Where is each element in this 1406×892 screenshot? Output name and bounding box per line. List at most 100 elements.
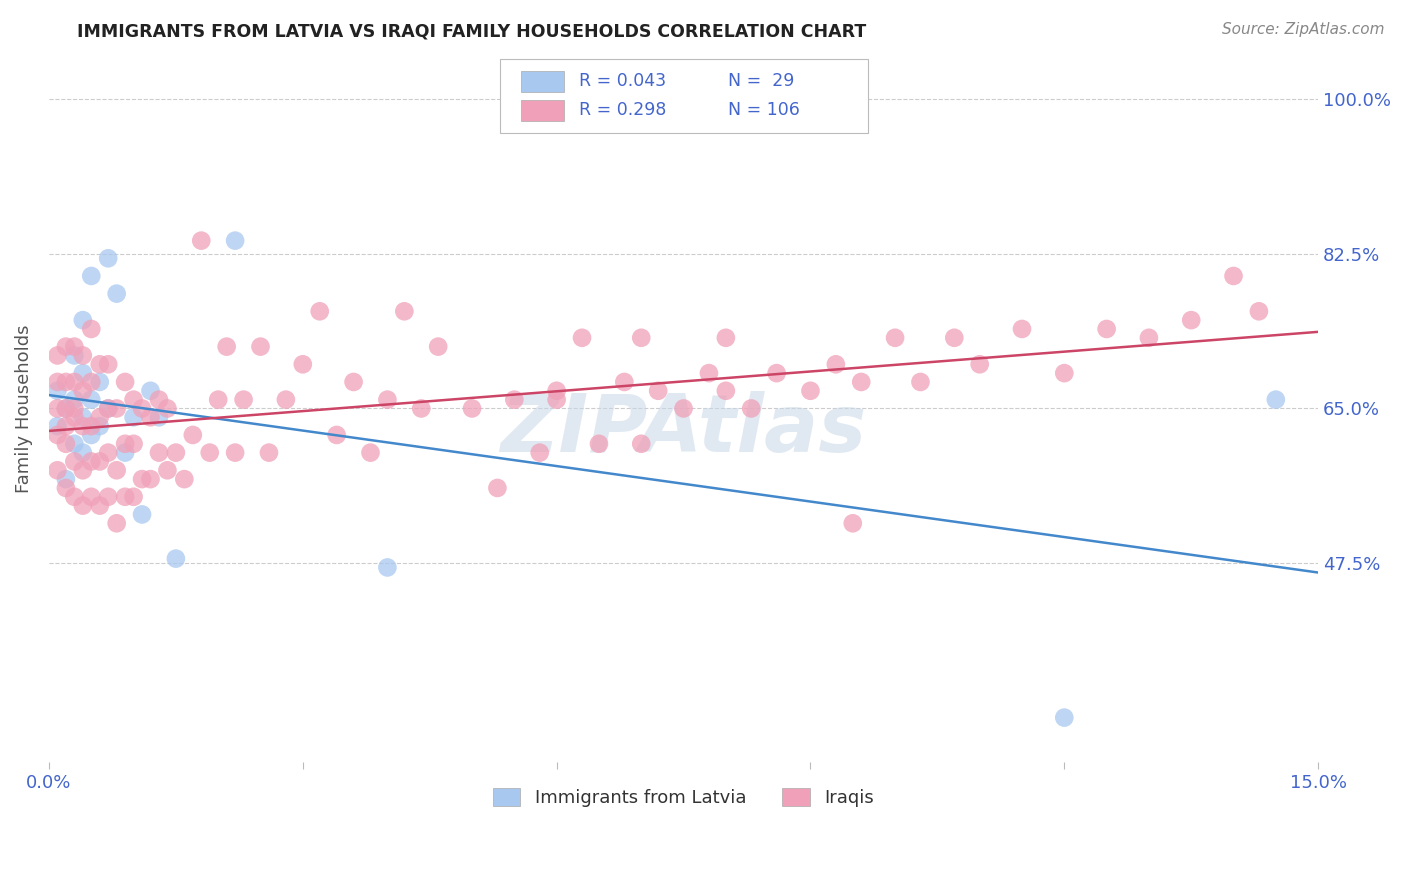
Point: [72, 348, 94, 362]
Point: [55, 401, 77, 416]
Point: [1011, 322, 1033, 336]
Point: [97, 490, 120, 504]
Point: [63, 392, 86, 407]
Point: [232, 392, 254, 407]
Point: [377, 560, 399, 574]
Point: [486, 481, 509, 495]
Point: [165, 551, 187, 566]
Point: [105, 401, 128, 416]
Point: [46, 375, 69, 389]
Point: [394, 304, 416, 318]
Point: [114, 490, 136, 504]
Point: [122, 437, 145, 451]
Point: [46, 428, 69, 442]
Point: [122, 410, 145, 425]
Point: [461, 401, 484, 416]
Point: [89, 357, 111, 371]
Point: [181, 428, 204, 442]
Point: [740, 401, 762, 416]
Point: [630, 331, 652, 345]
Point: [851, 375, 873, 389]
Point: [72, 410, 94, 425]
Point: [1137, 331, 1160, 345]
Point: [72, 463, 94, 477]
Point: [63, 340, 86, 354]
Point: [131, 472, 153, 486]
Point: [105, 463, 128, 477]
Point: [80, 322, 103, 336]
Point: [148, 410, 170, 425]
Point: [1053, 366, 1076, 380]
Point: [80, 428, 103, 442]
Point: [46, 401, 69, 416]
FancyBboxPatch shape: [499, 59, 868, 133]
Point: [714, 331, 737, 345]
Point: [1247, 304, 1270, 318]
Point: [131, 401, 153, 416]
Point: [697, 366, 720, 380]
Legend: Immigrants from Latvia, Iraqis: Immigrants from Latvia, Iraqis: [484, 779, 883, 816]
Text: R = 0.043: R = 0.043: [579, 72, 666, 90]
Point: [114, 375, 136, 389]
Point: [63, 348, 86, 362]
Point: [97, 252, 120, 266]
Text: N =  29: N = 29: [728, 72, 794, 90]
Text: Source: ZipAtlas.com: Source: ZipAtlas.com: [1222, 22, 1385, 37]
Point: [411, 401, 433, 416]
Point: [105, 286, 128, 301]
Point: [89, 419, 111, 434]
Point: [63, 437, 86, 451]
Point: [122, 490, 145, 504]
Point: [207, 392, 229, 407]
Point: [72, 445, 94, 459]
Point: [884, 331, 907, 345]
Point: [173, 472, 195, 486]
Point: [377, 392, 399, 407]
Point: [224, 445, 246, 459]
Point: [630, 437, 652, 451]
FancyBboxPatch shape: [522, 70, 564, 92]
Point: [325, 428, 347, 442]
Point: [503, 392, 526, 407]
Point: [55, 340, 77, 354]
Point: [80, 375, 103, 389]
Point: [55, 419, 77, 434]
Point: [571, 331, 593, 345]
Point: [342, 375, 364, 389]
Text: IMMIGRANTS FROM LATVIA VS IRAQI FAMILY HOUSEHOLDS CORRELATION CHART: IMMIGRANTS FROM LATVIA VS IRAQI FAMILY H…: [77, 22, 866, 40]
Point: [842, 516, 865, 531]
Point: [156, 401, 179, 416]
Point: [89, 454, 111, 468]
Point: [114, 437, 136, 451]
Point: [97, 357, 120, 371]
Point: [72, 313, 94, 327]
Point: [360, 445, 382, 459]
Point: [89, 375, 111, 389]
Point: [131, 508, 153, 522]
Point: [190, 234, 212, 248]
Point: [89, 410, 111, 425]
Point: [105, 516, 128, 531]
Point: [46, 384, 69, 398]
Point: [55, 437, 77, 451]
Point: [114, 445, 136, 459]
Point: [529, 445, 551, 459]
Point: [80, 419, 103, 434]
Point: [969, 357, 991, 371]
Point: [647, 384, 669, 398]
Point: [72, 384, 94, 398]
Point: [765, 366, 787, 380]
Point: [198, 445, 221, 459]
Point: [72, 366, 94, 380]
Point: [224, 234, 246, 248]
Point: [672, 401, 695, 416]
Text: N = 106: N = 106: [728, 101, 800, 119]
Point: [1180, 313, 1202, 327]
Point: [63, 490, 86, 504]
Point: [80, 454, 103, 468]
Point: [72, 419, 94, 434]
Point: [55, 401, 77, 416]
Point: [613, 375, 636, 389]
Point: [89, 499, 111, 513]
Point: [139, 410, 162, 425]
